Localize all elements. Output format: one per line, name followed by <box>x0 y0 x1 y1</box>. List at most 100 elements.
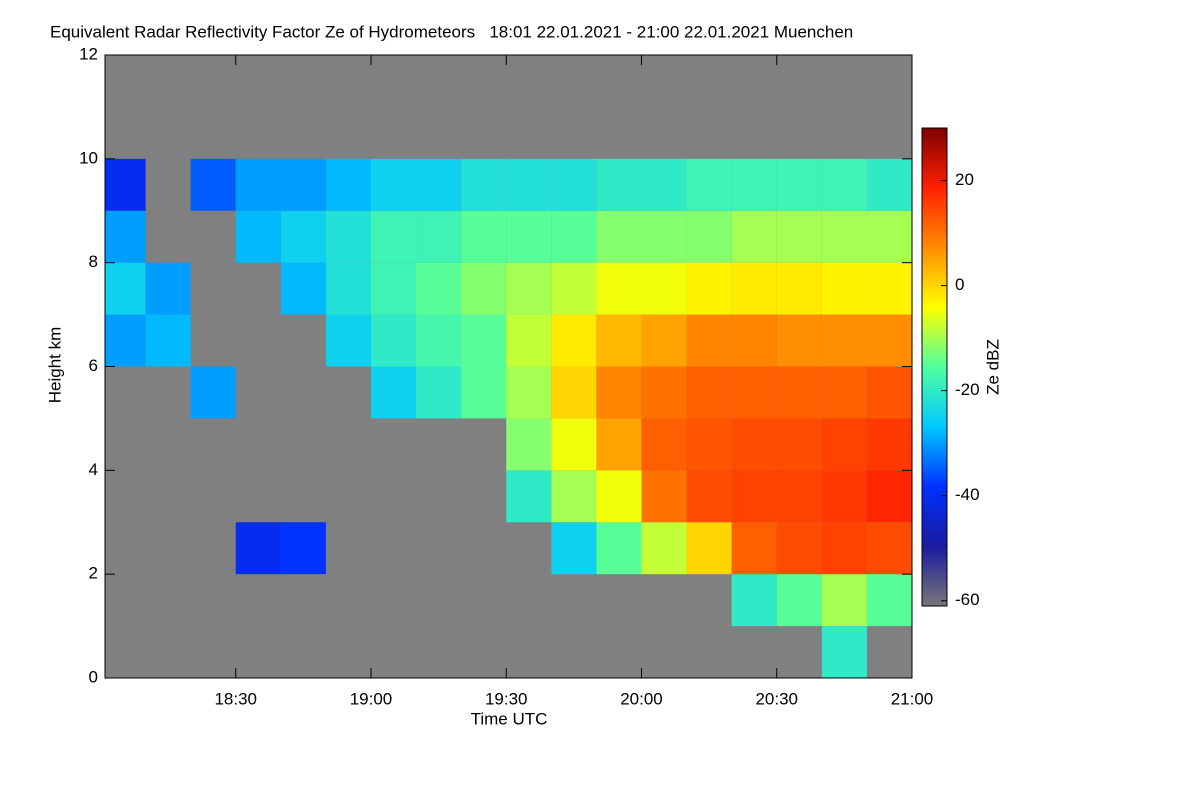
heatmap-cell <box>370 262 417 315</box>
colorbar-tick-label: 20 <box>955 170 974 189</box>
heatmap-cell <box>145 262 191 315</box>
heatmap-cell <box>821 210 867 263</box>
heatmap-cell <box>551 314 597 367</box>
heatmap-cell <box>821 158 867 211</box>
heatmap-cell <box>641 366 687 419</box>
heatmap-cell <box>776 262 822 315</box>
heatmap-cell <box>235 158 281 211</box>
heatmap-cell <box>641 418 687 471</box>
heatmap-cell <box>596 262 642 315</box>
heatmap-cell <box>776 470 822 523</box>
heatmap-cell <box>461 366 507 419</box>
heatmap-cell <box>731 210 777 263</box>
heatmap-cell <box>686 366 732 419</box>
heatmap-cell <box>105 314 146 367</box>
heatmap-cell <box>776 366 822 419</box>
heatmap-cell <box>370 210 417 263</box>
y-tick-label: 6 <box>89 356 98 375</box>
heatmap-cell <box>641 522 687 575</box>
colorbar <box>921 127 948 607</box>
heatmap-cell <box>461 210 507 263</box>
heatmap-cell <box>866 574 912 627</box>
heatmap-cell <box>821 522 867 575</box>
heatmap-cell <box>686 158 732 211</box>
heatmap-cell <box>280 158 326 211</box>
heatmap-cell <box>325 262 371 315</box>
heatmap-cell <box>235 522 281 575</box>
colorbar-tick-label: -60 <box>955 590 980 609</box>
heatmap-cell <box>776 314 822 367</box>
heatmap-cell <box>866 210 912 263</box>
heatmap-cell <box>731 418 777 471</box>
heatmap-cell <box>461 314 507 367</box>
heatmap-cell <box>641 470 687 523</box>
heatmap-cell <box>776 210 822 263</box>
heatmap-cell <box>325 314 371 367</box>
heatmap-cell <box>641 262 687 315</box>
heatmap-cell <box>866 366 912 419</box>
heatmap-cell <box>731 366 777 419</box>
heatmap-cell <box>506 314 552 367</box>
heatmap-cell <box>506 210 552 263</box>
heatmap-cell <box>866 470 912 523</box>
heatmap-cell <box>190 366 236 419</box>
heatmap-cell <box>821 470 867 523</box>
heatmap-cell <box>731 522 777 575</box>
heatmap-cell <box>551 470 597 523</box>
heatmap-cell <box>596 314 642 367</box>
heatmap-cell <box>105 158 146 211</box>
heatmap-cell <box>370 314 417 367</box>
y-tick-label: 8 <box>89 252 98 271</box>
heatmap-cell <box>506 158 552 211</box>
heatmap-cell <box>821 262 867 315</box>
heatmap-cell <box>325 158 371 211</box>
heatmap-cell <box>821 366 867 419</box>
heatmap-cell <box>461 262 507 315</box>
heatmap-cell <box>551 522 597 575</box>
heatmap-cell <box>731 158 777 211</box>
heatmap-cell <box>506 418 552 471</box>
heatmap-cell <box>416 210 462 263</box>
heatmap-cell <box>731 470 777 523</box>
x-tick-label: 18:30 <box>214 689 257 708</box>
heatmap-cell <box>641 314 687 367</box>
heatmap-cell <box>280 262 326 315</box>
heatmap-cell <box>596 522 642 575</box>
heatmap-cell <box>596 418 642 471</box>
heatmap-cell <box>731 314 777 367</box>
heatmap-cell <box>686 522 732 575</box>
heatmap-cell <box>370 366 417 419</box>
chart-title: Equivalent Radar Reflectivity Factor Ze … <box>50 22 853 41</box>
heatmap-cell <box>280 522 326 575</box>
heatmap-cell <box>506 366 552 419</box>
heatmap-cell <box>105 262 146 315</box>
heatmap-cell <box>821 418 867 471</box>
heatmap-cell <box>866 158 912 211</box>
heatmap-cell <box>416 314 462 367</box>
heatmap-cell <box>596 158 642 211</box>
heatmap-cell <box>551 418 597 471</box>
heatmap-cell <box>731 574 777 627</box>
heatmap-cell <box>641 158 687 211</box>
x-tick-label: 20:00 <box>620 689 663 708</box>
heatmap-cell <box>821 314 867 367</box>
colorbar-tick-label: 0 <box>955 275 964 294</box>
colorbar-tick-label: -40 <box>955 485 980 504</box>
heatmap-cell <box>776 158 822 211</box>
heatmap-cell <box>280 210 326 263</box>
heatmap-cell <box>596 210 642 263</box>
heatmap-cell <box>686 314 732 367</box>
heatmap-cell <box>821 574 867 627</box>
colorbar-label: Ze dBZ <box>983 339 1002 395</box>
heatmap-cell <box>866 522 912 575</box>
heatmap-cell <box>416 158 462 211</box>
x-tick-label: 19:00 <box>350 689 393 708</box>
heatmap-cell <box>821 626 867 678</box>
colorbar-tick-label: -20 <box>955 380 980 399</box>
y-axis-label: Height km <box>45 327 64 404</box>
y-tick-label: 12 <box>79 44 98 63</box>
heatmap-cell <box>105 210 146 263</box>
heatmap-cell <box>776 522 822 575</box>
heatmap-cell <box>551 158 597 211</box>
heatmap-cell <box>190 158 236 211</box>
